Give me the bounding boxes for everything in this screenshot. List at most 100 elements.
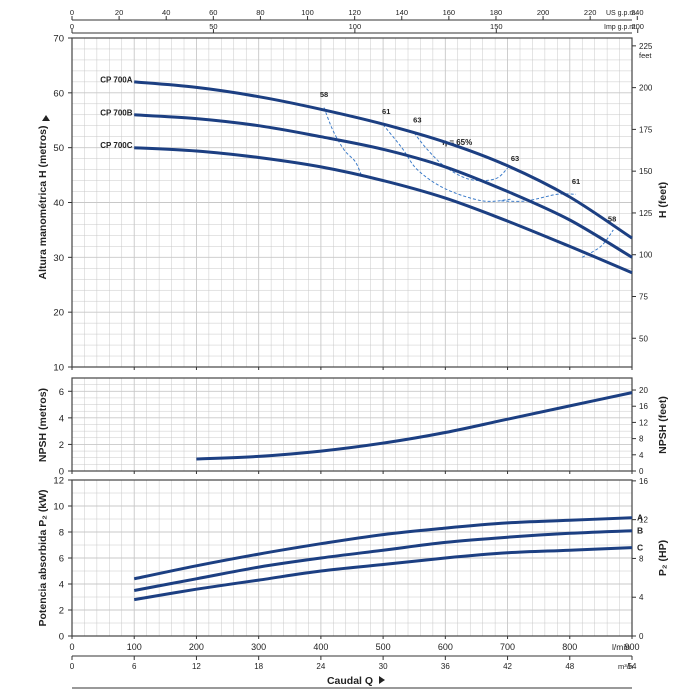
head-y2-unit: feet bbox=[639, 51, 652, 60]
head-y2tick-label: 150 bbox=[639, 167, 653, 176]
power-series-label: C bbox=[637, 543, 643, 553]
x-lmin-tick-label: 700 bbox=[500, 642, 515, 652]
head-y2tick-label: 175 bbox=[639, 125, 653, 134]
x-lmin-tick-label: 600 bbox=[438, 642, 453, 652]
x-lmin-tick-label: 900 bbox=[624, 642, 639, 652]
power-series-label: B bbox=[637, 526, 643, 536]
efficiency-curve bbox=[501, 193, 577, 202]
x-m3h-tick-label: 30 bbox=[379, 662, 388, 671]
head-ytick-label: 50 bbox=[53, 143, 64, 154]
x-m3h-tick-label: 0 bbox=[70, 662, 75, 671]
x-impgpm-tick-label: 100 bbox=[349, 22, 362, 31]
head-curve-CP-700C bbox=[134, 146, 633, 275]
efficiency-label: 61 bbox=[572, 177, 580, 186]
head-series-label: CP 700B bbox=[100, 108, 133, 117]
head-ytick-label: 60 bbox=[53, 88, 64, 99]
power-ylabel: Potencia absorbida P₂ (kW) bbox=[37, 489, 49, 626]
efficiency-label: 63 bbox=[511, 154, 519, 163]
power-ylabel2: P₂ (HP) bbox=[657, 540, 669, 576]
x-lmin-tick-label: 800 bbox=[562, 642, 577, 652]
efficiency-label: 58 bbox=[608, 215, 616, 224]
x-lmin-tick-label: 500 bbox=[376, 642, 391, 652]
npsh-y2tick-label: 20 bbox=[639, 386, 648, 395]
head-y2tick-label: 100 bbox=[639, 251, 653, 260]
x-usgpm-tick-label: 60 bbox=[209, 8, 217, 17]
x-lmin-tick-label: 100 bbox=[127, 642, 142, 652]
x-m3h-tick-label: 42 bbox=[503, 662, 512, 671]
npsh-y2tick-label: 12 bbox=[639, 418, 648, 427]
npsh-ytick-label: 0 bbox=[59, 467, 64, 478]
power-ytick-label: 8 bbox=[59, 528, 64, 539]
x-usgpm-tick-label: 100 bbox=[301, 8, 314, 17]
npsh-plot-frame bbox=[71, 377, 633, 472]
x-m3h-tick-label: 18 bbox=[254, 662, 263, 671]
x-m3h-tick-label: 24 bbox=[316, 662, 325, 671]
x-m3h-tick-label: 48 bbox=[565, 662, 574, 671]
x-usgpm-tick-label: 20 bbox=[115, 8, 123, 17]
head-ytick-label: 30 bbox=[53, 253, 64, 264]
head-y2tick-label: 125 bbox=[639, 209, 653, 218]
npsh-ylabel: NPSH (metros) bbox=[37, 388, 49, 462]
efficiency-label: 61 bbox=[382, 107, 390, 116]
npsh-ytick-label: 6 bbox=[59, 387, 64, 398]
npsh-ylabel2: NPSH (feet) bbox=[657, 396, 669, 454]
head-curve-CP-700A bbox=[134, 80, 633, 240]
efficiency-curve bbox=[413, 132, 508, 182]
head-series-label: CP 700A bbox=[100, 75, 133, 84]
x-usgpm-tick-label: 140 bbox=[395, 8, 408, 17]
head-y2tick-label: 75 bbox=[639, 292, 648, 301]
power-y2tick-label: 4 bbox=[639, 593, 644, 602]
head-ylabel: Altura manométrica H (metros) bbox=[37, 125, 49, 279]
power-series-label: A bbox=[637, 513, 643, 523]
x-impgpm-tick-label: 150 bbox=[490, 22, 503, 31]
x-usgpm-unit: US g.p.m. bbox=[606, 10, 637, 17]
x-lmin-tick-label: 400 bbox=[313, 642, 328, 652]
x-lmin-tick-label: 200 bbox=[189, 642, 204, 652]
head-y2tick-label: 50 bbox=[639, 334, 648, 343]
x-usgpm-tick-label: 160 bbox=[443, 8, 456, 17]
x-usgpm-tick-label: 0 bbox=[70, 8, 74, 17]
power-curve-A bbox=[133, 516, 633, 581]
power-curve-B bbox=[133, 529, 633, 592]
power-ytick-label: 2 bbox=[59, 606, 64, 617]
power-y2tick-label: 0 bbox=[639, 632, 644, 641]
head-ylabel-arrow-icon bbox=[42, 115, 50, 121]
x-usgpm-tick-label: 120 bbox=[348, 8, 361, 17]
efficiency-eta-label: η = 65% bbox=[442, 138, 472, 147]
power-ytick-label: 6 bbox=[59, 554, 64, 565]
efficiency-label: 58 bbox=[320, 90, 328, 99]
x-title: Caudal Q bbox=[327, 675, 373, 687]
x-usgpm-tick-label: 80 bbox=[256, 8, 264, 17]
x-impgpm-tick-label: 0 bbox=[70, 22, 74, 31]
efficiency-label: 63 bbox=[413, 115, 421, 124]
x-impgpm-unit: Imp g.p.m. bbox=[604, 24, 637, 31]
head-y2tick-label: 225 bbox=[639, 42, 653, 51]
efficiency-curve bbox=[382, 124, 511, 202]
head-ytick-label: 20 bbox=[53, 308, 64, 319]
head-series-label: CP 700C bbox=[100, 141, 133, 150]
x-usgpm-tick-label: 40 bbox=[162, 8, 170, 17]
head-ytick-label: 10 bbox=[53, 363, 64, 374]
power-y2tick-label: 8 bbox=[639, 554, 644, 563]
power-ytick-label: 0 bbox=[59, 632, 64, 643]
x-m3h-tick-label: 54 bbox=[628, 662, 637, 671]
head-ylabel2: H (feet) bbox=[657, 182, 669, 218]
x-lmin-tick-label: 300 bbox=[251, 642, 266, 652]
efficiency-curve bbox=[323, 107, 362, 176]
x-m3h-unit: m³/h bbox=[618, 662, 633, 671]
npsh-y2tick-label: 4 bbox=[639, 451, 644, 460]
x-usgpm-tick-label: 220 bbox=[584, 8, 597, 17]
x-usgpm-tick-label: 180 bbox=[490, 8, 503, 17]
head-ytick-label: 70 bbox=[53, 34, 64, 45]
x-m3h-tick-label: 36 bbox=[441, 662, 450, 671]
head-y2tick-label: 200 bbox=[639, 84, 653, 93]
efficiency-curve bbox=[581, 229, 614, 258]
npsh-ytick-label: 2 bbox=[59, 440, 64, 451]
x-usgpm-tick-label: 200 bbox=[537, 8, 550, 17]
head-ytick-label: 40 bbox=[53, 198, 64, 209]
head-curve-CP-700B bbox=[134, 113, 633, 259]
power-curve-C bbox=[133, 546, 633, 602]
power-ytick-label: 12 bbox=[53, 476, 64, 487]
x-usgpm-tick-label: 240 bbox=[631, 8, 644, 17]
npsh-curve bbox=[196, 391, 633, 461]
